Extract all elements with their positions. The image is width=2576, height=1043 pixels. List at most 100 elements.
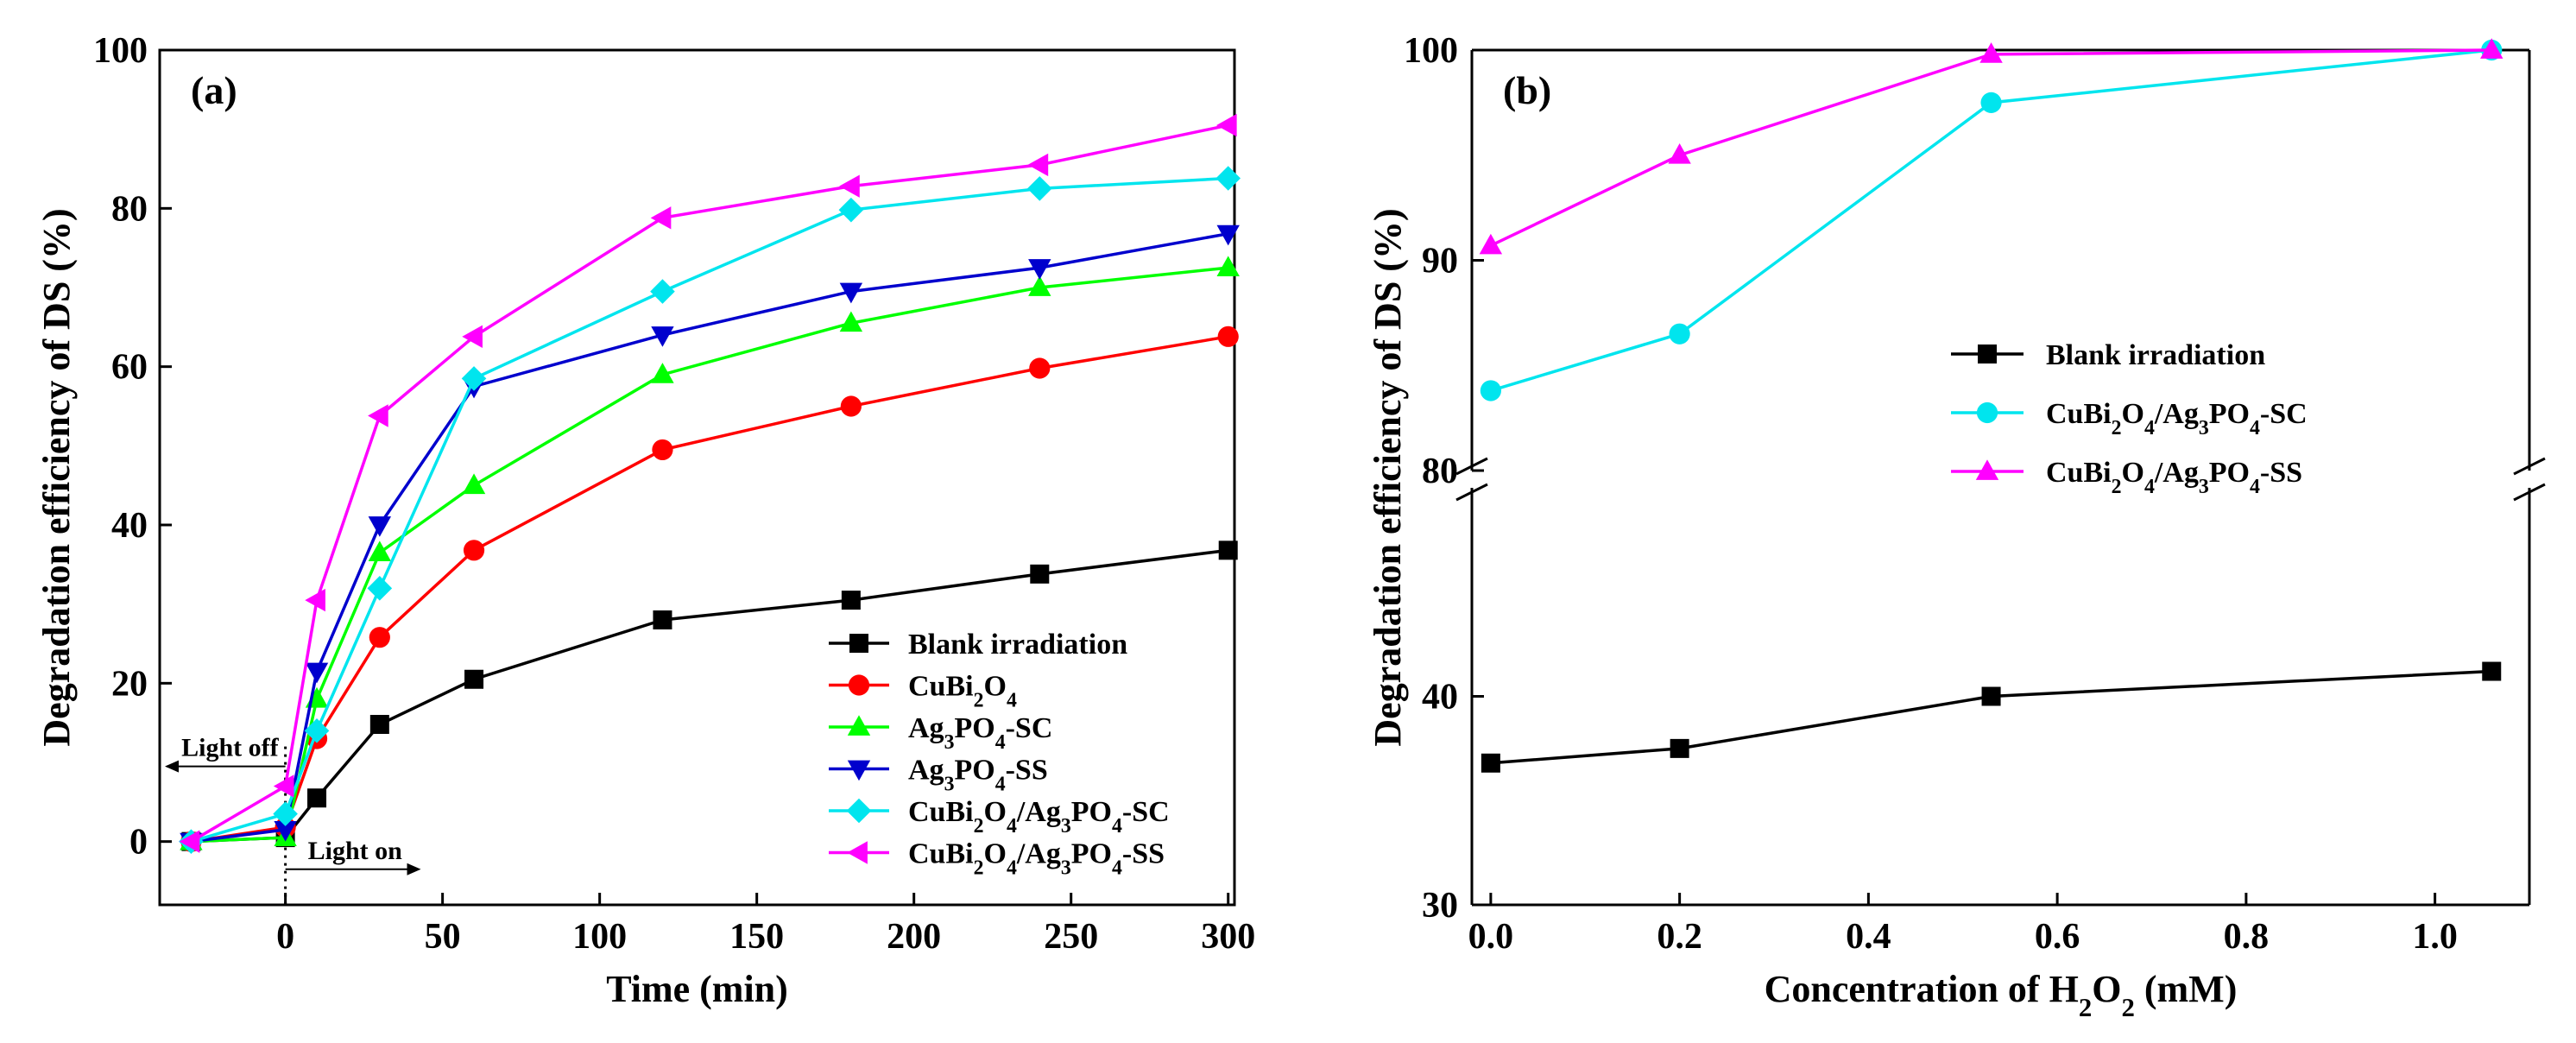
- axis-break-mark: [2513, 457, 2546, 476]
- y-tick-label: 80: [1422, 452, 1458, 491]
- data-point: [1027, 153, 1049, 177]
- data-point: [1026, 176, 1052, 201]
- data-point: [368, 516, 392, 537]
- data-point: [650, 206, 672, 230]
- x-tick-label: 200: [887, 917, 941, 957]
- y-tick-label: 20: [111, 664, 148, 704]
- series-line: [191, 231, 1229, 844]
- data-point: [840, 395, 862, 417]
- data-point: [841, 591, 861, 610]
- light-off-arrowhead: [165, 760, 179, 773]
- data-point: [1217, 326, 1239, 347]
- series-line: [1490, 669, 2492, 765]
- legend-marker: [1978, 345, 1997, 363]
- legend: Blank irradiation CuBi2O4/Ag3PO4-SC CuBi2O…: [1951, 339, 2308, 498]
- series-line: [1490, 48, 2492, 393]
- y-tick-label: 30: [1422, 886, 1458, 926]
- x-tick-label: 0: [276, 917, 294, 957]
- x-tick-label: 50: [425, 917, 461, 957]
- data-point: [651, 363, 674, 383]
- data-point: [1028, 259, 1051, 280]
- legend-label: Blank irradiation: [908, 629, 1127, 661]
- data-point: [274, 821, 297, 842]
- y-tick-label: 100: [1404, 31, 1458, 71]
- legend-label: CuBi2O4/Ag3PO4-SS: [908, 838, 1165, 880]
- data-point: [1215, 166, 1241, 191]
- y-tick-label: 60: [111, 348, 148, 388]
- data-point: [307, 788, 327, 808]
- series-line: [191, 335, 1229, 844]
- data-point: [1216, 256, 1240, 276]
- data-point: [305, 662, 329, 684]
- data-point: [839, 311, 863, 332]
- data-point: [1670, 738, 1689, 758]
- panel-label: (b): [1503, 68, 1551, 112]
- x-tick-label: 300: [1201, 917, 1255, 957]
- data-point: [1218, 540, 1238, 560]
- data-point: [179, 830, 200, 853]
- x-tick-label: 0.2: [1657, 917, 1702, 957]
- series-line: [191, 266, 1228, 844]
- y-axis-label: Degradation efficiency of DS (%): [35, 208, 78, 746]
- data-point: [839, 282, 863, 304]
- panel-b-chart: 0.0 0.2 0.4 0.6 0.8 1.0 30 40 80 90 100 Concentrati…: [1367, 31, 2546, 1022]
- series-CuBi2O4/Ag3PO4-SS: [179, 113, 1237, 853]
- legend-marker: [846, 798, 872, 824]
- data-point: [1479, 233, 1503, 255]
- legend-label: CuBi2O4/Ag3PO4-SC: [908, 796, 1170, 838]
- data-point: [463, 540, 485, 561]
- y-tick-label: 40: [111, 506, 148, 546]
- series-Ag3PO4-SC: [180, 256, 1240, 850]
- legend-marker: [1975, 459, 1999, 480]
- data-point: [1668, 143, 1691, 164]
- light-on-arrowhead: [407, 863, 421, 875]
- x-tick-label: 0.0: [1468, 917, 1514, 957]
- data-point: [273, 774, 294, 798]
- data-point: [464, 669, 484, 689]
- y-axis-label: Degradation efficiency of DS (%): [1367, 208, 1409, 746]
- axis-break-mark: [2513, 483, 2546, 502]
- data-point: [369, 627, 390, 648]
- y-tick-label: 80: [111, 189, 148, 229]
- series-Blank irradiation: [1481, 661, 2502, 773]
- data-point: [367, 576, 393, 601]
- data-point: [461, 366, 487, 391]
- data-point: [1029, 357, 1051, 379]
- x-tick-label: 100: [572, 917, 627, 957]
- data-point: [652, 439, 673, 461]
- series-line: [1490, 48, 2492, 248]
- legend-marker: [847, 760, 871, 781]
- x-axis-label: Concentration of H2O2 (mM): [1765, 968, 2238, 1022]
- legend: Blank irradiation CuBi2O4Ag3PO4-SCAg3PO4-…: [829, 629, 1170, 880]
- legend-label: CuBi2O4/Ag3PO4-SS: [2046, 457, 2302, 498]
- data-point: [650, 279, 675, 304]
- x-tick-label: 0.6: [2035, 917, 2080, 957]
- y-tick-label: 100: [93, 31, 148, 71]
- data-point: [1215, 113, 1237, 137]
- data-point: [1669, 323, 1690, 345]
- light-on-label: Light on: [308, 837, 403, 865]
- data-point: [2482, 661, 2502, 681]
- data-point: [273, 801, 298, 826]
- data-point: [2480, 38, 2503, 59]
- x-tick-label: 150: [729, 917, 784, 957]
- data-point: [1028, 275, 1051, 296]
- data-point: [1980, 92, 2002, 113]
- legend-label: Ag3PO4-SC: [908, 712, 1052, 754]
- x-tick-label: 1.0: [2412, 917, 2458, 957]
- legend-label: Blank irradiation: [2046, 339, 2265, 371]
- data-point: [1030, 564, 1050, 584]
- data-point: [369, 715, 389, 734]
- legend-label: Ag3PO4-SS: [908, 755, 1048, 796]
- data-point: [1979, 42, 2003, 63]
- x-tick-label: 0.8: [2224, 917, 2270, 957]
- x-axis-label: Time (min): [606, 968, 788, 1010]
- legend-label: CuBi2O4: [908, 671, 1017, 712]
- data-point: [651, 326, 674, 347]
- series-CuBi2O4/Ag3PO4-SC: [179, 166, 1241, 854]
- y-tick-label: 0: [129, 823, 148, 863]
- x-tick-label: 250: [1044, 917, 1098, 957]
- legend-marker: [847, 841, 868, 864]
- data-point: [368, 540, 392, 561]
- legend-marker: [847, 715, 871, 736]
